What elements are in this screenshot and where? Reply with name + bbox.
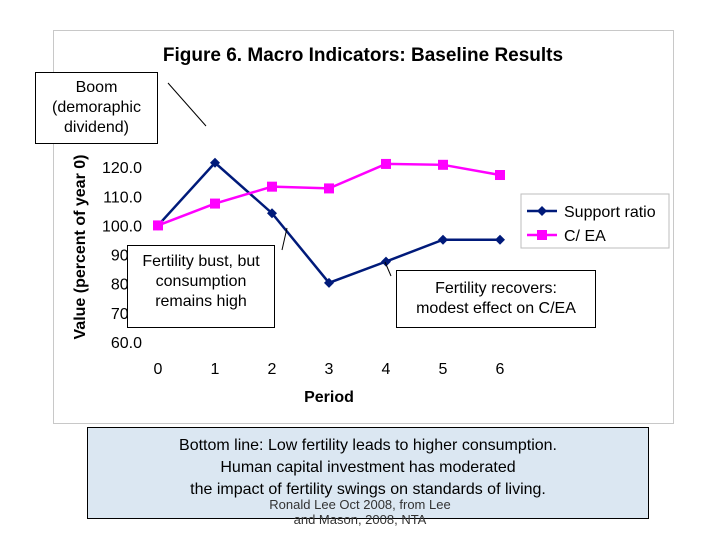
y-tick-label: 120.0 xyxy=(102,160,142,177)
support-ratio-point xyxy=(381,256,391,267)
y-tick-label: 110.0 xyxy=(103,189,142,206)
support-ratio-point xyxy=(438,234,448,245)
chart-title: Figure 6. Macro Indicators: Baseline Res… xyxy=(163,45,563,66)
x-axis-ticks: 0 1 2 3 4 5 6 xyxy=(154,361,505,378)
boom-leader-line xyxy=(167,82,207,127)
x-axis-label: Period xyxy=(304,389,354,406)
fertility-recovers-callout: Fertility recovers: modest effect on C/E… xyxy=(396,270,596,328)
bottom-line-box: Bottom line: Low fertility leads to high… xyxy=(87,427,649,519)
series-line-c-ea xyxy=(157,162,501,227)
y-tick-label: 60.0 xyxy=(111,335,142,352)
legend-label: Support ratio xyxy=(564,204,656,221)
series-markers xyxy=(153,157,505,288)
y-axis-label: Value (percent of year 0) xyxy=(72,155,89,340)
legend-square-marker xyxy=(537,230,547,240)
x-tick-label: 2 xyxy=(268,361,277,378)
recover-leader-line xyxy=(384,261,392,277)
c-ea-point xyxy=(495,170,505,181)
legend-label: C/ EA xyxy=(564,228,606,245)
boom-callout: Boom (demoraphic dividend) xyxy=(35,72,158,144)
bust-leader-line xyxy=(281,227,288,251)
x-tick-label: 5 xyxy=(439,361,448,378)
c-ea-point xyxy=(267,181,277,192)
c-ea-point xyxy=(381,158,391,169)
y-tick-label: 100.0 xyxy=(102,218,142,235)
x-tick-label: 0 xyxy=(154,361,163,378)
source-credit: Ronald Lee Oct 2008, from Lee and Mason,… xyxy=(269,497,451,527)
x-tick-label: 6 xyxy=(496,361,505,378)
c-ea-point xyxy=(324,183,334,194)
support-ratio-point xyxy=(267,208,277,219)
c-ea-point xyxy=(153,220,163,231)
support-ratio-point xyxy=(324,277,334,288)
legend-diamond-marker xyxy=(537,206,547,216)
support-ratio-point xyxy=(210,157,220,168)
c-ea-point xyxy=(210,198,220,209)
fertility-bust-callout: Fertility bust, but consumption remains … xyxy=(127,245,275,328)
x-tick-label: 4 xyxy=(382,361,391,378)
c-ea-point xyxy=(438,159,448,170)
support-ratio-point xyxy=(495,234,505,245)
x-tick-label: 1 xyxy=(211,361,220,378)
legend: Support ratio C/ EA xyxy=(527,204,656,245)
x-tick-label: 3 xyxy=(325,361,334,378)
